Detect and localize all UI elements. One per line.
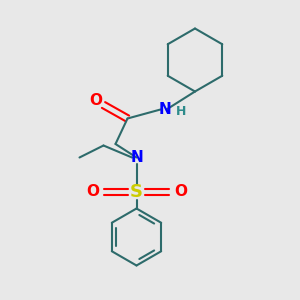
Text: O: O [89, 93, 103, 108]
Text: S: S [130, 183, 143, 201]
Text: N: N [159, 102, 171, 117]
Text: N: N [130, 150, 143, 165]
Text: H: H [176, 105, 187, 119]
Text: O: O [86, 184, 99, 200]
Text: O: O [174, 184, 187, 200]
